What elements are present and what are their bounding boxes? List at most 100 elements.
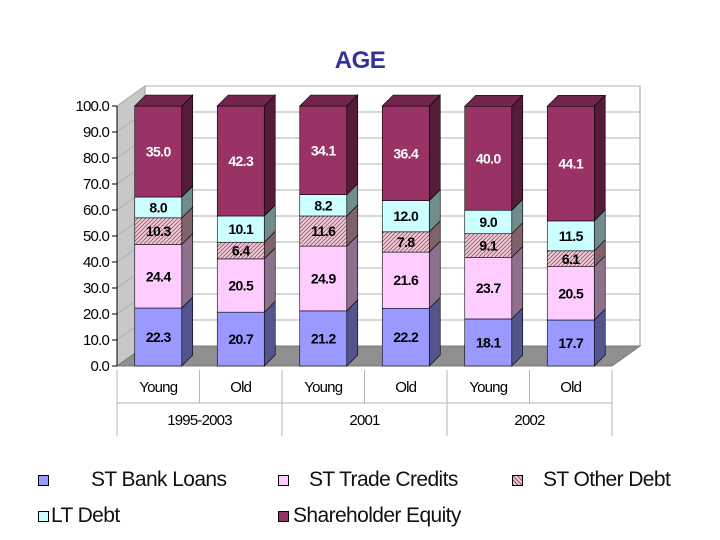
- bar-segment: [546, 266, 595, 321]
- legend-swatch: [278, 474, 289, 486]
- legend: ST Bank Loans ST Trade Credits ST Other De…: [0, 458, 720, 538]
- y-tick-label: 40.0: [83, 254, 109, 271]
- legend-label: ST Trade Credits: [309, 468, 458, 491]
- legend-item: LT Debt: [38, 504, 120, 528]
- bar-side: [263, 94, 276, 217]
- bar-side: [593, 94, 606, 222]
- data-label: 21.6: [393, 272, 419, 288]
- data-label: 23.7: [476, 280, 502, 296]
- data-label: 40.0: [476, 150, 502, 166]
- data-label: 20.7: [228, 331, 254, 347]
- data-label: 35.0: [146, 144, 172, 160]
- bar-segment: [464, 105, 513, 211]
- bar-segment: [299, 215, 348, 247]
- legend-label: ST Other Debt: [543, 468, 671, 491]
- bar-top: [299, 94, 359, 107]
- data-label: 22.2: [393, 329, 419, 345]
- bar-segment: [546, 220, 595, 252]
- data-label: 36.4: [393, 145, 419, 161]
- bar-side: [181, 94, 194, 198]
- bar-segment: [546, 105, 595, 222]
- gridline: [116, 85, 640, 107]
- y-tick-label: 0.0: [91, 358, 110, 375]
- bar-segment: [299, 105, 348, 195]
- bar-side: [181, 296, 194, 367]
- bar-segment: [299, 310, 348, 367]
- legend-swatch: [278, 510, 289, 522]
- data-label: 22.3: [146, 329, 172, 345]
- bar-segment: [381, 251, 430, 309]
- data-label: 20.5: [228, 278, 254, 294]
- legend-swatch: [512, 474, 523, 486]
- legend-swatch: [38, 474, 49, 486]
- bar-side: [181, 232, 194, 309]
- legend-swatch: [38, 510, 49, 522]
- data-label: 8.0: [149, 199, 167, 215]
- bar-segment: [299, 245, 348, 312]
- bar-side: [428, 94, 441, 202]
- legend-item: ST Bank Loans: [38, 468, 227, 492]
- bar-top: [134, 94, 194, 107]
- data-label: 12.0: [393, 208, 419, 224]
- stacked-bar-chart: 0.0 10.0 20.0 30.0 40.0 50.0 60.0 70.0 80.0 90.0 1…: [75, 47, 642, 436]
- bar-segment: [464, 318, 513, 367]
- bar-side: [346, 299, 359, 367]
- category-label: Young: [139, 379, 177, 396]
- group-label: 1995-2003: [167, 412, 232, 429]
- legend-item: Shareholder Equity: [278, 504, 461, 528]
- legend-label: Shareholder Equity: [293, 504, 461, 527]
- data-label: 9.0: [479, 214, 497, 230]
- bar-segment: [134, 244, 183, 309]
- data-label: 17.7: [558, 335, 584, 351]
- data-label: 7.8: [397, 234, 415, 250]
- bar-segment: [134, 105, 183, 198]
- legend-item: ST Other Debt: [512, 468, 671, 492]
- data-label: 21.2: [311, 330, 337, 346]
- bar-side: [428, 240, 441, 310]
- data-label: 11.6: [311, 223, 336, 239]
- y-tick-label: 80.0: [83, 150, 109, 167]
- category-label: Young: [469, 379, 507, 396]
- data-label: 18.1: [476, 334, 502, 350]
- category-label: Old: [560, 379, 581, 396]
- category-label: Old: [230, 379, 251, 396]
- data-label: 20.5: [558, 285, 584, 301]
- data-label: 8.2: [314, 197, 332, 213]
- bar-side: [346, 94, 359, 196]
- bar-segment: [216, 215, 265, 243]
- bar-top: [546, 94, 606, 107]
- bar-segment: [381, 105, 430, 201]
- bar-top: [381, 94, 441, 107]
- bar-side: [511, 245, 524, 320]
- y-tick-label: 100.0: [75, 98, 109, 115]
- category-label: Old: [395, 379, 416, 396]
- data-label: 24.4: [146, 268, 172, 284]
- legend-item: ST Trade Credits: [278, 468, 458, 492]
- data-label: 6.4: [232, 243, 250, 259]
- y-tick-label: 10.0: [83, 332, 109, 349]
- bar-segment: [134, 307, 183, 367]
- legend-label: ST Bank Loans: [91, 468, 227, 491]
- data-label: 10.3: [146, 223, 172, 239]
- y-tick-label: 20.0: [83, 306, 109, 323]
- y-tick-label: 30.0: [83, 280, 109, 297]
- data-label: 44.1: [558, 156, 584, 172]
- bar-top: [464, 94, 524, 107]
- bar-side: [346, 234, 359, 312]
- group-label: 2001: [349, 412, 380, 429]
- data-label: 24.9: [311, 271, 337, 287]
- y-tick-label: 90.0: [83, 124, 109, 141]
- y-tick-label: 60.0: [83, 202, 109, 219]
- bar-segment: [381, 307, 430, 367]
- data-label: 42.3: [228, 153, 254, 169]
- y-tick-label: 70.0: [83, 176, 109, 193]
- y-tick-label: 50.0: [83, 228, 109, 245]
- category-label: Young: [304, 379, 342, 396]
- bar-segment: [464, 257, 513, 320]
- bar-side: [511, 94, 524, 211]
- chart-title: AGE: [335, 47, 386, 74]
- data-label: 34.1: [311, 142, 337, 158]
- data-label: 6.1: [562, 251, 580, 267]
- data-label: 10.1: [228, 221, 254, 237]
- bar-top: [216, 94, 276, 107]
